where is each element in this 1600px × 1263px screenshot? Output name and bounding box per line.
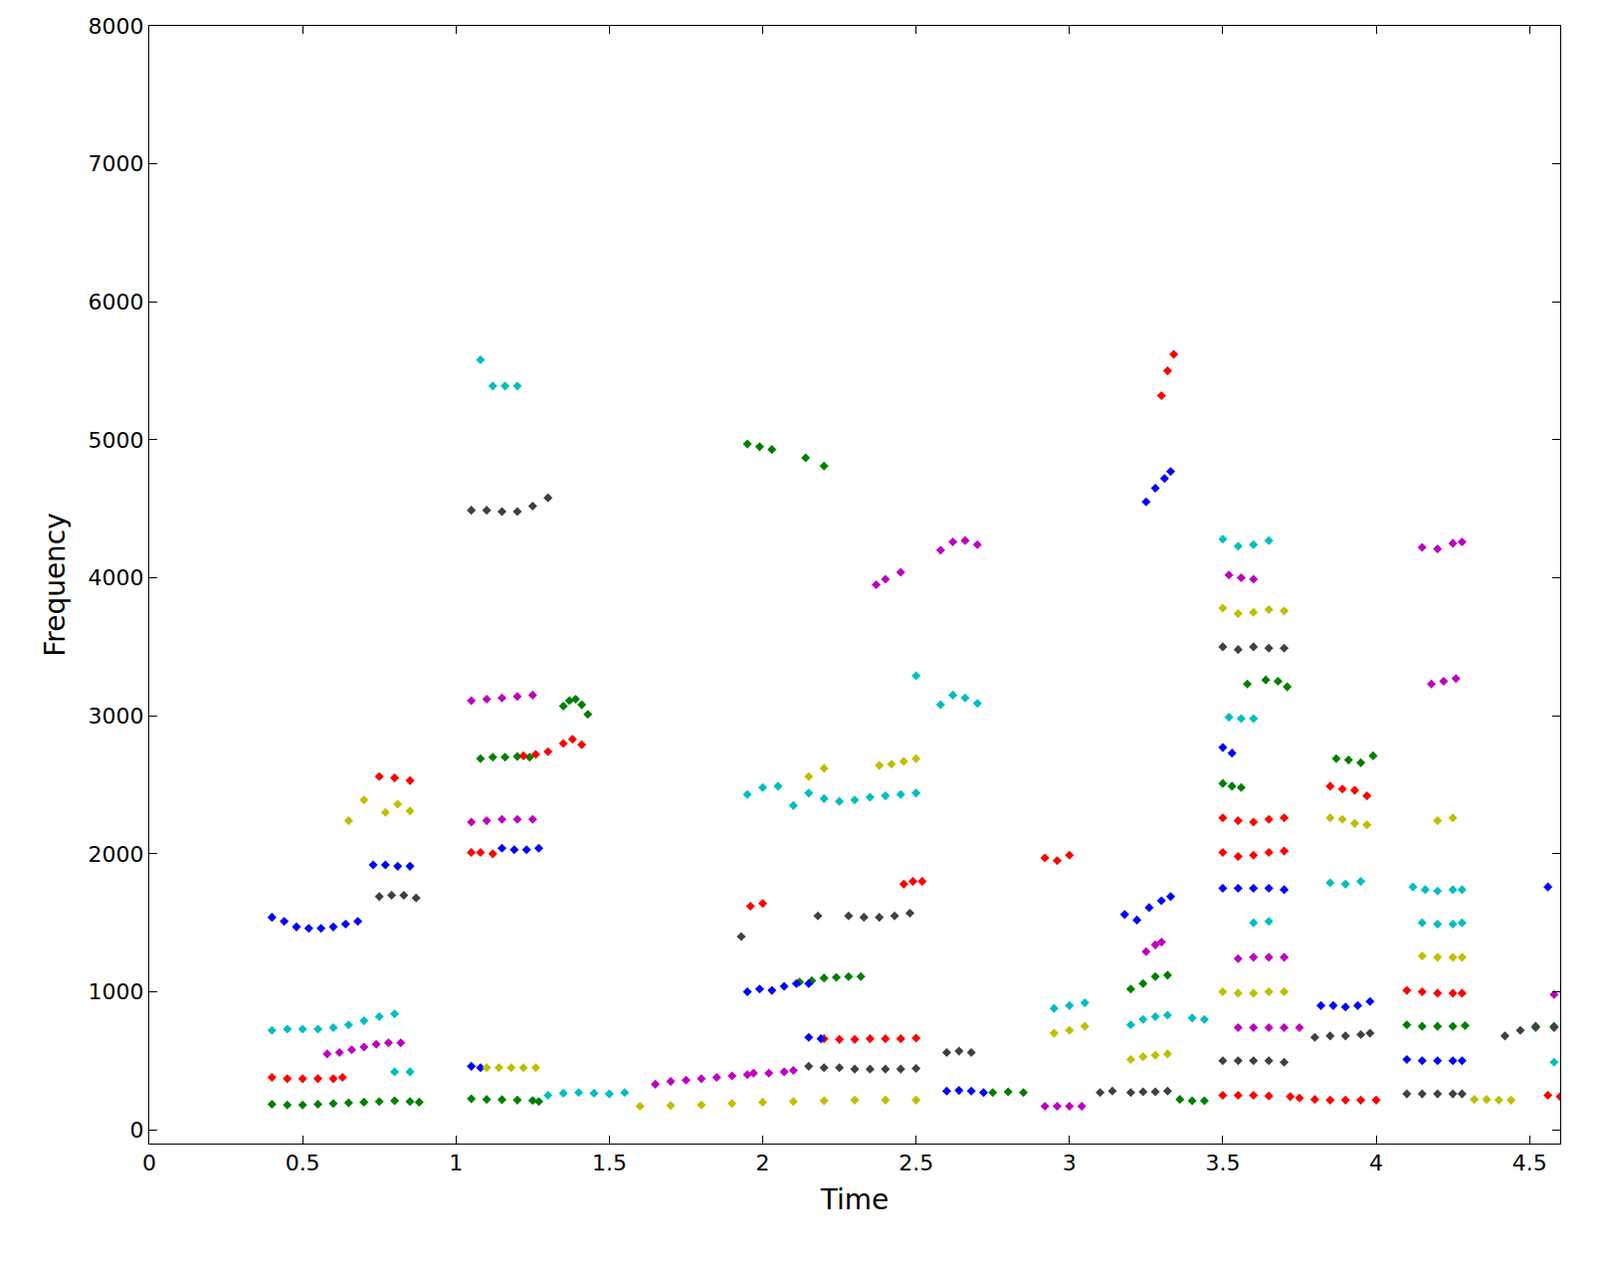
svg-text:2: 2 [756,1150,771,1176]
svg-text:8000: 8000 [88,13,145,39]
svg-text:3.5: 3.5 [1204,1150,1240,1176]
svg-text:5000: 5000 [88,427,145,453]
svg-text:0.5: 0.5 [285,1150,321,1176]
svg-text:4000: 4000 [88,565,145,591]
svg-text:1.5: 1.5 [592,1150,627,1176]
svg-text:4.5: 4.5 [1512,1150,1548,1176]
svg-text:2000: 2000 [88,841,145,867]
svg-text:2.5: 2.5 [898,1150,934,1176]
svg-text:4: 4 [1369,1150,1384,1176]
svg-text:7000: 7000 [88,151,145,177]
svg-text:Time: Time [819,1183,890,1216]
svg-text:6000: 6000 [88,289,145,315]
svg-text:1: 1 [448,1150,463,1176]
svg-text:Frequency: Frequency [38,512,72,657]
svg-text:3000: 3000 [88,703,145,729]
svg-text:3: 3 [1062,1150,1077,1176]
svg-text:0: 0 [130,1117,145,1143]
svg-text:0: 0 [142,1150,157,1176]
svg-text:1000: 1000 [88,979,145,1004]
